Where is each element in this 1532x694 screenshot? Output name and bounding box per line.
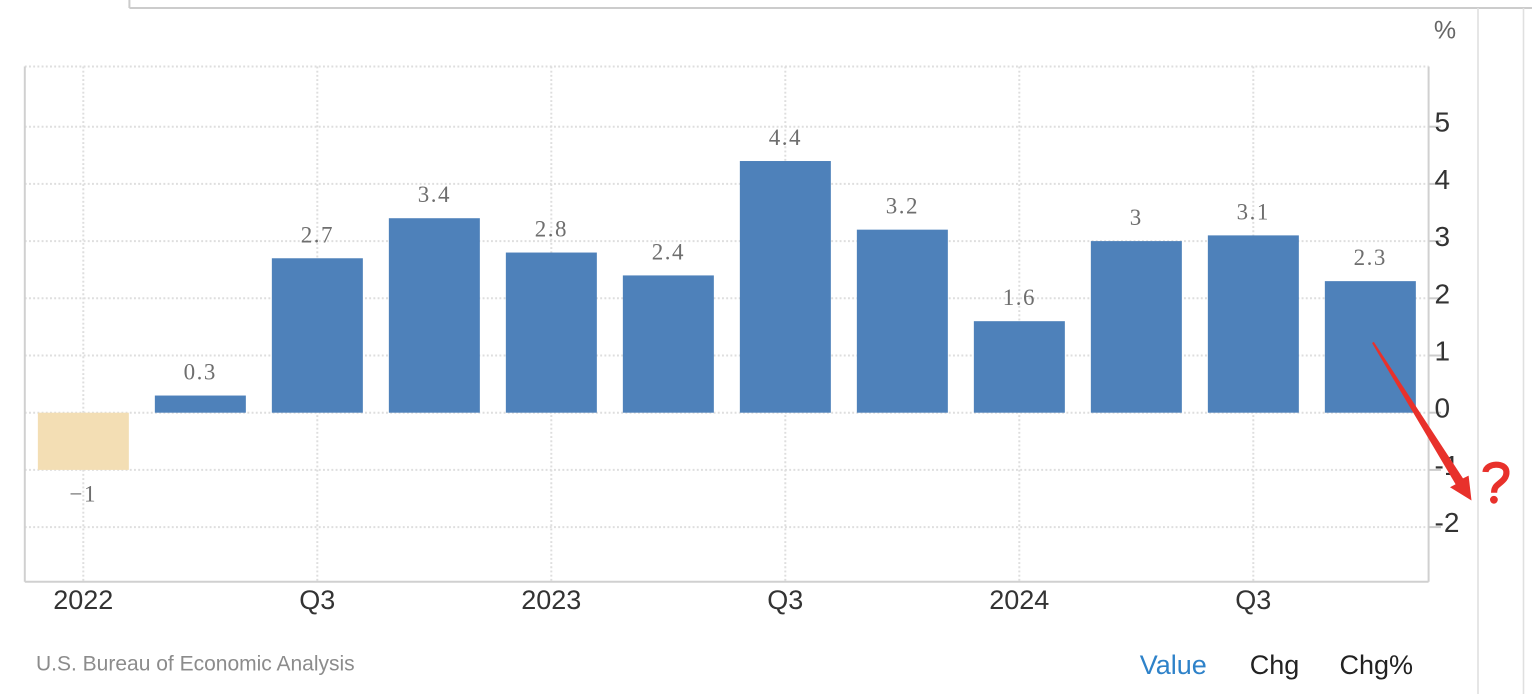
svg-text:Chg: Chg <box>1250 650 1300 680</box>
svg-text:U.S. Bureau of Economic Analys: U.S. Bureau of Economic Analysis <box>36 653 355 676</box>
svg-text:Q3: Q3 <box>299 585 335 615</box>
svg-text:3.2: 3.2 <box>886 194 919 219</box>
svg-text:0: 0 <box>1435 393 1451 424</box>
svg-text:Q3: Q3 <box>1235 585 1271 615</box>
svg-text:3.4: 3.4 <box>418 182 451 207</box>
svg-text:0.3: 0.3 <box>184 360 217 385</box>
svg-text:-2: -2 <box>1435 507 1460 538</box>
svg-text:1: 1 <box>1435 336 1451 367</box>
svg-text:2.7: 2.7 <box>301 222 334 247</box>
svg-text:%: % <box>1434 17 1456 45</box>
svg-text:2023: 2023 <box>521 585 581 615</box>
svg-text:Chg%: Chg% <box>1340 650 1414 680</box>
svg-text:2022: 2022 <box>53 585 113 615</box>
svg-text:2: 2 <box>1435 278 1451 309</box>
svg-text:Value: Value <box>1140 650 1207 680</box>
svg-text:5: 5 <box>1435 107 1451 138</box>
svg-text:2.4: 2.4 <box>652 239 685 264</box>
svg-text:4.4: 4.4 <box>769 125 802 150</box>
svg-text:1.6: 1.6 <box>1003 285 1036 310</box>
svg-text:2024: 2024 <box>989 585 1049 615</box>
svg-text:2.3: 2.3 <box>1354 245 1387 270</box>
svg-text:3: 3 <box>1130 205 1143 230</box>
svg-text:−1: −1 <box>70 481 97 506</box>
svg-text:4: 4 <box>1435 164 1451 195</box>
svg-text:3: 3 <box>1435 221 1451 252</box>
svg-text:Q3: Q3 <box>767 585 803 615</box>
svg-text:2.8: 2.8 <box>535 217 568 242</box>
svg-text:3.1: 3.1 <box>1237 199 1270 224</box>
